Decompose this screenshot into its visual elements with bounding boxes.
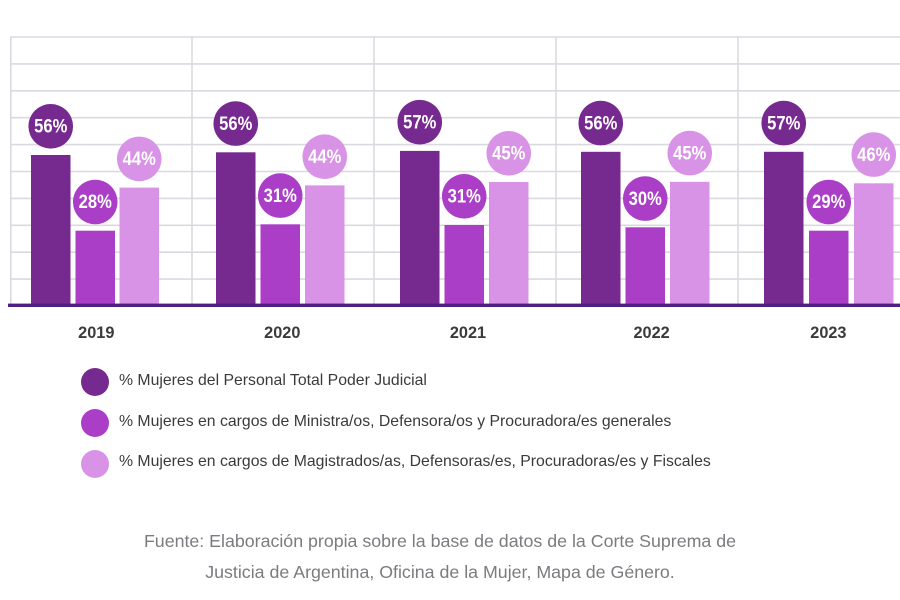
svg-text:30%: 30%: [629, 188, 662, 210]
svg-text:56%: 56%: [219, 113, 252, 135]
svg-text:56%: 56%: [34, 115, 67, 137]
svg-text:56%: 56%: [584, 112, 617, 134]
svg-text:44%: 44%: [308, 146, 341, 168]
svg-text:46%: 46%: [857, 144, 890, 166]
svg-text:31%: 31%: [448, 185, 481, 207]
svg-text:31%: 31%: [264, 185, 297, 207]
svg-text:45%: 45%: [492, 142, 525, 164]
svg-text:28%: 28%: [79, 191, 112, 213]
svg-text:57%: 57%: [403, 111, 436, 133]
svg-text:57%: 57%: [767, 112, 800, 134]
svg-text:29%: 29%: [812, 191, 845, 213]
svg-text:44%: 44%: [123, 148, 156, 170]
svg-text:45%: 45%: [673, 142, 706, 164]
